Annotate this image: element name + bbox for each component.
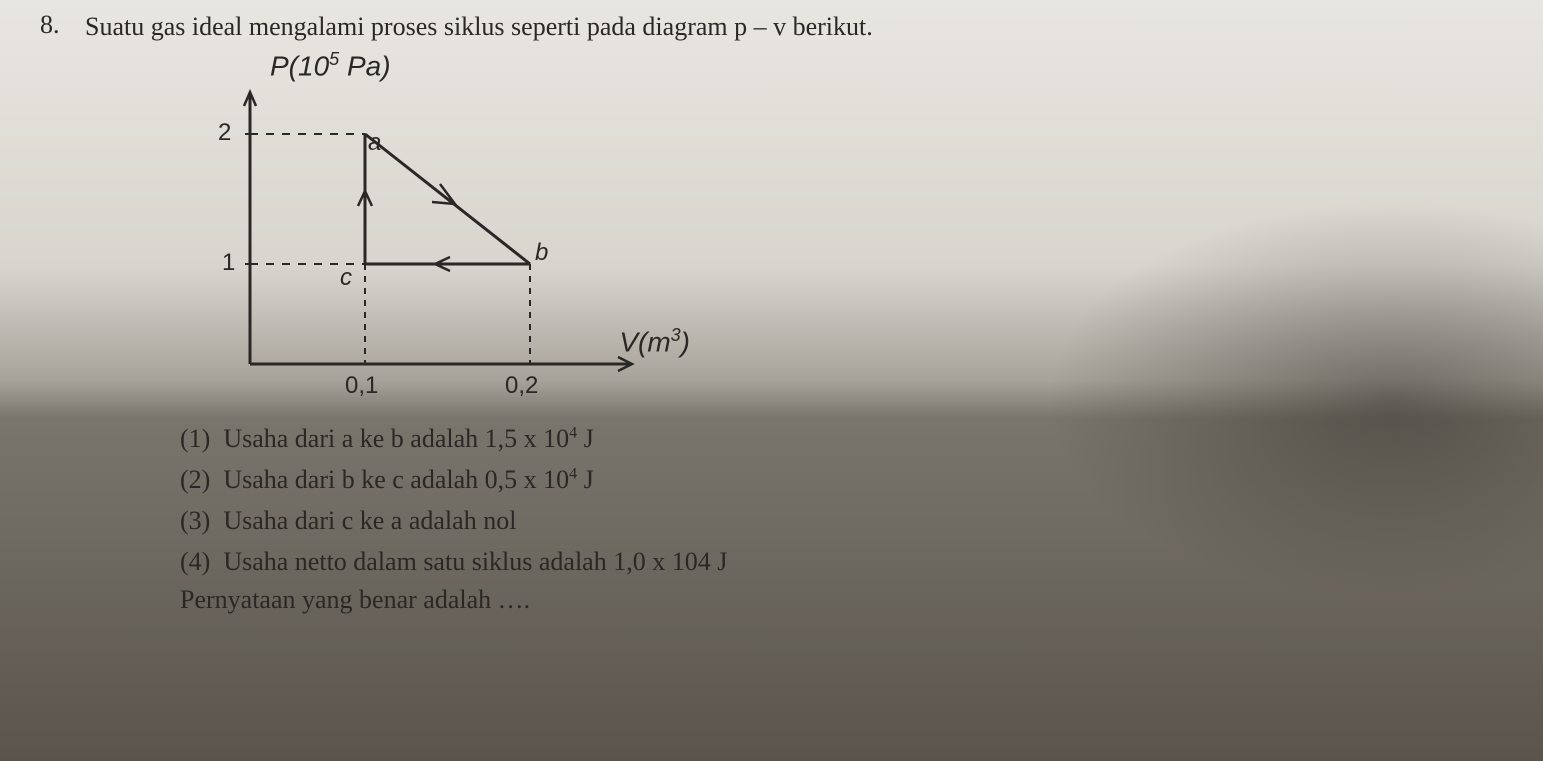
diagram-svg (200, 54, 700, 414)
y-tick-label-2: 2 (218, 119, 231, 147)
point-label-c: c (340, 264, 352, 292)
point-label-b: b (535, 239, 548, 267)
y-tick-label-1: 1 (222, 249, 235, 277)
x-tick-label-02: 0,2 (505, 372, 538, 400)
y-axis-label: P(105 Pa) (270, 49, 391, 82)
final-question: Pernyataan yang benar adalah …. (180, 585, 1503, 615)
x-tick-label-01: 0,1 (345, 372, 378, 400)
statement-1: (1) Usaha dari a ke b adalah 1,5 x 104 J (180, 419, 1503, 458)
question-number: 8. (40, 10, 70, 40)
statements-list: (1) Usaha dari a ke b adalah 1,5 x 104 J… (180, 419, 1503, 581)
x-axis-label: V(m3) (619, 325, 690, 358)
question-text: Suatu gas ideal mengalami proses siklus … (85, 10, 873, 44)
line-a-to-b (365, 134, 530, 264)
question-header: 8. Suatu gas ideal mengalami proses sikl… (40, 10, 1503, 44)
statement-4: (4) Usaha netto dalam satu siklus adalah… (180, 542, 1503, 581)
point-label-a: a (368, 129, 381, 157)
pv-diagram: P(105 Pa) (200, 54, 700, 414)
statement-3: (3) Usaha dari c ke a adalah nol (180, 501, 1503, 540)
question-container: 8. Suatu gas ideal mengalami proses sikl… (0, 0, 1543, 625)
statement-2: (2) Usaha dari b ke c adalah 0,5 x 104 J (180, 460, 1503, 499)
